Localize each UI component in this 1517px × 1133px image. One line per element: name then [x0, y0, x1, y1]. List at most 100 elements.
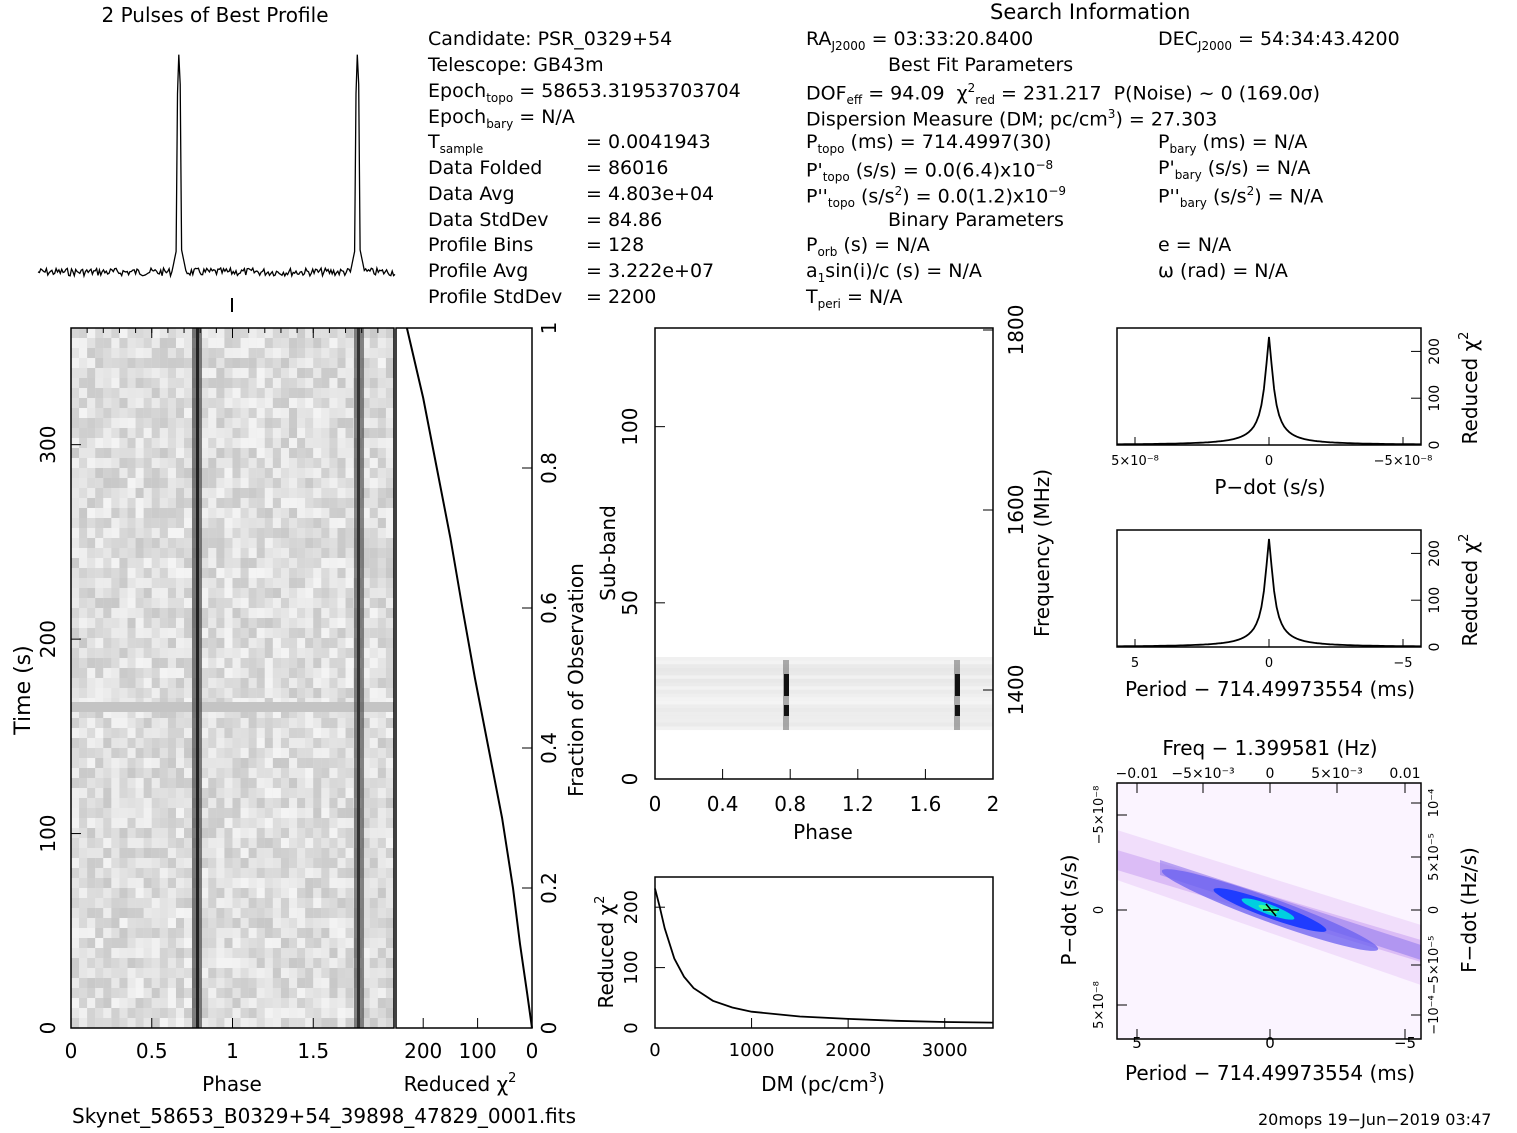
tp-cell	[385, 848, 395, 858]
tp-cell	[289, 998, 298, 1008]
tp-cell	[240, 358, 249, 368]
tp-cell	[264, 358, 273, 368]
tp-cell	[305, 618, 314, 628]
tp-cell	[200, 668, 209, 678]
tp-cell	[248, 538, 257, 548]
tp-cell	[208, 888, 217, 898]
tp-cell	[135, 968, 144, 978]
tp-cell	[264, 618, 273, 628]
tp-cell	[143, 418, 152, 428]
tp-cell	[369, 728, 378, 738]
tp-cell	[135, 368, 144, 378]
tp-cell	[232, 638, 241, 648]
tp-cell	[377, 1008, 386, 1018]
tp-cell	[248, 818, 257, 828]
tp-cell	[329, 458, 338, 468]
tp-cell	[127, 928, 136, 938]
tp-cell	[232, 438, 241, 448]
tp-cell	[313, 478, 322, 488]
tp-cell	[159, 528, 168, 538]
tp-cell	[385, 1008, 395, 1018]
tp-cell	[329, 548, 338, 558]
tp-cell	[337, 678, 346, 688]
tp-cell	[200, 648, 209, 658]
tp-cell	[248, 878, 257, 888]
tp-cell	[377, 868, 386, 878]
tp-cell	[200, 368, 209, 378]
tp-cell	[280, 608, 290, 618]
tp-cell	[208, 658, 217, 668]
tp-cell	[151, 998, 160, 1008]
tp-cell	[305, 468, 314, 478]
tp-cell	[208, 448, 217, 458]
tp-cell	[313, 728, 322, 738]
tp-cell	[297, 758, 306, 768]
tp-cell	[103, 368, 112, 378]
tp-cell	[175, 768, 185, 778]
tp-cell	[200, 358, 209, 368]
tp-cell	[175, 858, 185, 868]
tp-cell	[159, 598, 168, 608]
tp-cell	[167, 878, 176, 888]
tp-cell	[345, 418, 354, 428]
tp-cell	[297, 398, 306, 408]
tp-cell	[111, 408, 120, 418]
tp-cell	[79, 828, 88, 838]
tp-cell	[175, 958, 185, 968]
tp-cell	[377, 938, 386, 948]
tp-cell	[127, 598, 136, 608]
tp-cell	[305, 868, 314, 878]
tp-cell	[345, 578, 354, 588]
tp-cell	[111, 448, 120, 458]
tp-cell	[329, 1018, 338, 1028]
tp-cell	[200, 438, 209, 448]
tp-cell	[87, 528, 96, 538]
tp-cell	[256, 738, 265, 748]
tp-cell	[184, 378, 193, 388]
tp-cell	[297, 348, 306, 358]
tp-cell	[71, 548, 80, 558]
tp-cell	[321, 438, 330, 448]
tp-cell	[184, 838, 193, 848]
tp-cell	[297, 848, 306, 858]
tp-cell	[167, 638, 176, 648]
tp-cell	[143, 748, 152, 758]
tp-cell	[175, 728, 185, 738]
tp-cell	[337, 548, 346, 558]
tp-cell	[95, 728, 104, 738]
tp-cell	[289, 498, 298, 508]
tp-cell	[248, 578, 257, 588]
tp-cell	[175, 498, 185, 508]
tp-cell	[248, 438, 257, 448]
tp-cell	[151, 628, 160, 638]
tp-cell	[175, 818, 185, 828]
tp-cell	[175, 718, 185, 728]
tp-cell	[127, 678, 136, 688]
tp-cell	[216, 618, 225, 628]
tp-cell	[151, 878, 160, 888]
tp-cell	[272, 848, 281, 858]
tp-cell	[256, 918, 265, 928]
tp-cell	[337, 798, 346, 808]
tp-cell	[385, 468, 395, 478]
tp-cell	[337, 688, 346, 698]
tp-cell	[71, 678, 80, 688]
tp-cell	[95, 738, 104, 748]
tp-cell	[208, 488, 217, 498]
tp-cell	[345, 538, 354, 548]
tp-cell	[208, 1008, 217, 1018]
tp-cell	[345, 818, 354, 828]
tp-cell	[264, 818, 273, 828]
tp-cell	[345, 618, 354, 628]
tp-cell	[151, 658, 160, 668]
tp-cell	[313, 858, 322, 868]
tp-cell	[184, 388, 193, 398]
tp-cell	[216, 968, 225, 978]
tp-cell	[345, 368, 354, 378]
tp-cell	[377, 618, 386, 628]
tp-cell	[175, 968, 185, 978]
tp-cell	[297, 788, 306, 798]
subband-row	[655, 719, 993, 723]
tp-cell	[111, 338, 120, 348]
tp-cell	[143, 598, 152, 608]
